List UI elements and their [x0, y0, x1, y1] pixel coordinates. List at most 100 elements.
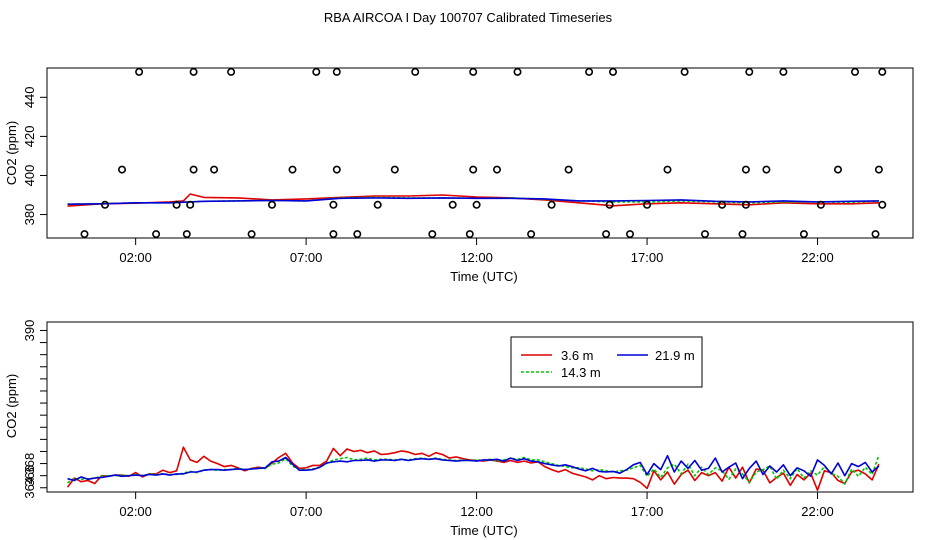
top-marker-point [186, 200, 195, 209]
top-y-axis-label: CO2 (ppm) [4, 121, 19, 185]
top-marker-point [718, 200, 727, 209]
top-marker-point [267, 200, 276, 209]
top-marker-point [680, 67, 689, 76]
top-marker-point [118, 165, 127, 174]
top-marker-point [874, 165, 883, 174]
top-marker-point [353, 230, 362, 239]
top-x-tick-label: 07:00 [290, 250, 323, 265]
top-marker-point [663, 165, 672, 174]
top-marker-point [738, 230, 747, 239]
top-marker-point [312, 67, 321, 76]
top-marker-point [189, 165, 198, 174]
top-series-line-3-6-m [67, 193, 879, 207]
top-marker-point [227, 67, 236, 76]
top-marker-point [189, 67, 198, 76]
bottom-x-tick-label: 12:00 [460, 504, 493, 519]
top-marker-point [492, 165, 501, 174]
top-marker-point [625, 230, 634, 239]
top-x-axis-label: Time (UTC) [450, 269, 517, 284]
top-marker-point [745, 67, 754, 76]
top-marker-point [373, 200, 382, 209]
bottom-series-line-3-6-m [66, 446, 880, 491]
top-marker-point [602, 230, 611, 239]
legend: 3.6 m 21.9 m 14.3 m [510, 336, 703, 388]
top-marker-point [833, 165, 842, 174]
top-x-tick-label: 17:00 [631, 250, 664, 265]
top-marker-point [152, 230, 161, 239]
legend-box [510, 336, 703, 388]
top-series-line-21-9-m [67, 197, 879, 205]
top-x-tick-label: 22:00 [801, 250, 834, 265]
bottom-x-tick-label: 02:00 [119, 504, 152, 519]
top-marker-point [816, 200, 825, 209]
bottom-x-axis-label: Time (UTC) [450, 523, 517, 538]
top-marker-point [469, 67, 478, 76]
top-panel-marks [67, 67, 887, 239]
top-marker-point [332, 67, 341, 76]
top-marker-point [135, 67, 144, 76]
top-marker-point [247, 230, 256, 239]
bottom-x-tick-label: 17:00 [631, 504, 664, 519]
top-y-tick-label: 420 [22, 126, 37, 148]
bottom-y-tick-label: 368 [22, 453, 37, 475]
top-panel-co2-with-markers: 02:00 07:00 12:00 17:00 22:00 380 400 420 440 Ti… [4, 67, 914, 284]
top-marker-point [329, 230, 338, 239]
bottom-x-tick-label: 22:00 [801, 504, 834, 519]
top-panel-axes: 02:00 07:00 12:00 17:00 22:00 380 400 420 440 [22, 86, 834, 265]
top-y-tick-label: 380 [22, 204, 37, 226]
top-marker-point [172, 200, 181, 209]
bottom-series-line-21-9-m [67, 454, 880, 482]
top-marker-point [741, 200, 750, 209]
top-marker-point [547, 200, 556, 209]
top-marker-point [700, 230, 709, 239]
legend-label-14-3m: 14.3 m [561, 365, 601, 380]
top-marker-point [527, 230, 536, 239]
top-marker-point [741, 165, 750, 174]
top-marker-point [564, 165, 573, 174]
top-marker-point [878, 200, 887, 209]
top-marker-point [850, 67, 859, 76]
top-y-tick-label: 400 [22, 165, 37, 187]
top-marker-point [472, 200, 481, 209]
top-y-tick-label: 440 [22, 86, 37, 108]
top-marker-point [762, 165, 771, 174]
top-marker-point [469, 165, 478, 174]
top-marker-point [288, 165, 297, 174]
top-plot-frame [46, 67, 914, 239]
legend-label-21-9m: 21.9 m [655, 348, 695, 363]
top-marker-point [513, 67, 522, 76]
bottom-y-tick-label: 366 [22, 465, 37, 487]
bottom-panel-marks [66, 446, 880, 491]
bottom-y-tick-label: 364 [22, 477, 37, 499]
top-marker-point [411, 67, 420, 76]
top-marker-point [605, 200, 614, 209]
top-marker-point [210, 165, 219, 174]
top-marker-point [390, 165, 399, 174]
top-marker-point [608, 67, 617, 76]
top-x-tick-label: 02:00 [119, 250, 152, 265]
bottom-x-tick-label: 07:00 [290, 504, 323, 519]
top-marker-point [332, 165, 341, 174]
top-marker-point [329, 200, 338, 209]
bottom-series-line-14-3-m [67, 454, 880, 485]
top-marker-point [80, 230, 89, 239]
top-marker-point [101, 200, 110, 209]
top-marker-point [465, 230, 474, 239]
bottom-y-tick-label: 390 [22, 320, 37, 342]
bottom-plot-frame [46, 321, 914, 493]
top-marker-point [878, 67, 887, 76]
top-marker-point [779, 67, 788, 76]
top-marker-point [448, 200, 457, 209]
top-marker-point [871, 230, 880, 239]
top-marker-point [643, 200, 652, 209]
top-x-tick-label: 12:00 [460, 250, 493, 265]
legend-label-3-6m: 3.6 m [561, 348, 594, 363]
top-marker-point [585, 67, 594, 76]
figure-title: RBA AIRCOA I Day 100707 Calibrated Times… [324, 10, 613, 25]
top-marker-point [799, 230, 808, 239]
top-marker-point [428, 230, 437, 239]
top-marker-point [182, 230, 191, 239]
